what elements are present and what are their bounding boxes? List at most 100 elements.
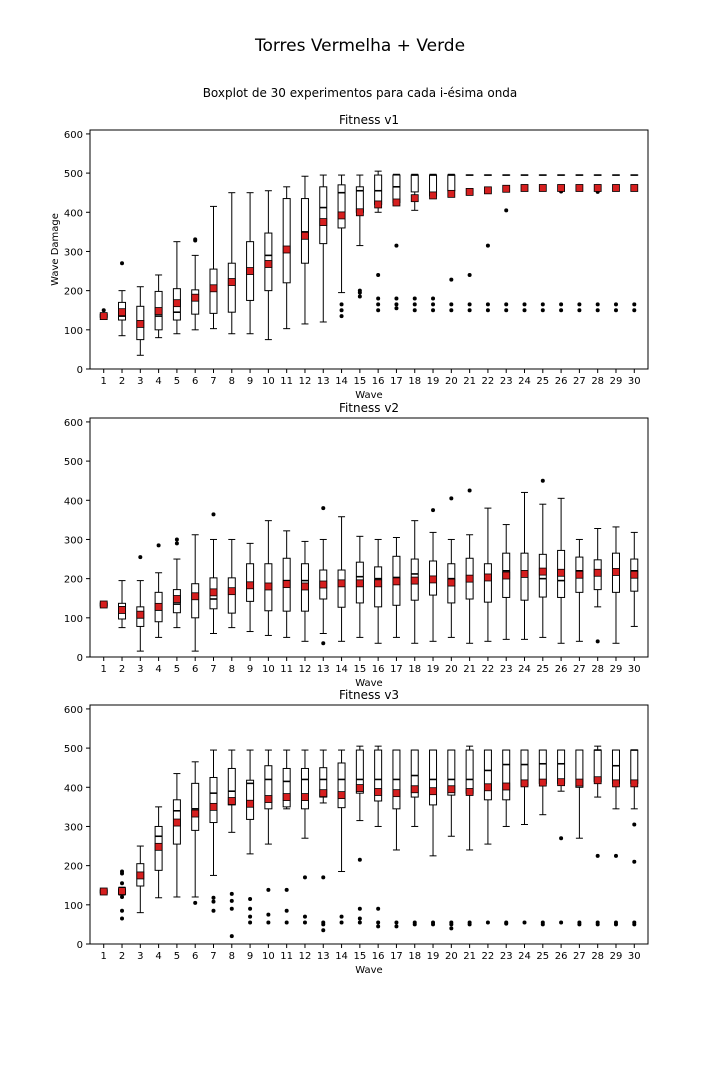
- outlier-point: [431, 508, 436, 513]
- outlier-point: [559, 836, 564, 841]
- outlier-point: [449, 926, 454, 931]
- x-tick-label: 11: [280, 376, 293, 387]
- box-wave-16: [374, 745, 383, 929]
- y-tick-label: 0: [77, 653, 83, 664]
- mean-marker: [246, 581, 254, 590]
- mean-marker: [355, 579, 364, 588]
- outlier-point: [412, 308, 417, 313]
- mean-marker: [612, 568, 620, 576]
- outlier-point: [339, 314, 344, 319]
- x-tick-label: 2: [119, 951, 125, 962]
- x-tick-label: 3: [137, 376, 143, 387]
- box-wave-5: [172, 773, 181, 898]
- mean-marker: [575, 778, 584, 787]
- outlier-point: [284, 920, 289, 925]
- outlier-point: [376, 272, 381, 277]
- mean-marker: [593, 184, 602, 192]
- outlier-point: [449, 308, 454, 313]
- box-iqr: [191, 289, 200, 315]
- box-wave-24: [520, 491, 529, 640]
- box-wave-23: [502, 174, 511, 313]
- box-wave-4: [154, 274, 163, 339]
- box-iqr: [392, 174, 401, 203]
- outlier-point: [138, 555, 143, 560]
- outlier-point: [120, 261, 125, 266]
- outlier-point: [632, 822, 637, 827]
- box-wave-23: [502, 524, 511, 640]
- box-wave-24: [520, 174, 529, 313]
- outlier-point: [193, 237, 198, 242]
- mean-marker: [191, 293, 200, 302]
- box-iqr: [319, 186, 328, 245]
- box-wave-12: [300, 175, 309, 325]
- x-axis-label: Wave: [355, 965, 382, 976]
- box-wave-15: [355, 535, 364, 638]
- mean-marker: [319, 218, 328, 226]
- box-wave-17: [392, 173, 401, 311]
- box-iqr: [465, 749, 474, 794]
- x-tick-label: 17: [390, 664, 403, 675]
- box-wave-27: [575, 749, 584, 927]
- outlier-point: [321, 875, 326, 880]
- outlier-point: [485, 243, 490, 248]
- x-tick-label: 22: [482, 664, 495, 675]
- box-iqr: [483, 749, 492, 801]
- box-wave-3: [136, 286, 145, 356]
- x-tick-label: 14: [335, 376, 348, 387]
- mean-marker: [538, 184, 547, 192]
- mean-marker: [502, 184, 511, 193]
- mean-marker: [118, 308, 126, 317]
- outlier-point: [595, 308, 600, 313]
- y-tick-label: 200: [64, 862, 83, 873]
- x-tick-label: 22: [482, 951, 495, 962]
- x-tick-label: 28: [591, 951, 604, 962]
- x-tick-label: 1: [101, 951, 107, 962]
- box-wave-2: [118, 580, 127, 629]
- box-iqr: [447, 749, 456, 796]
- outlier-point: [394, 302, 399, 307]
- outlier-point: [449, 302, 454, 307]
- box-wave-24: [520, 749, 529, 925]
- x-tick-label: 9: [247, 376, 253, 387]
- x-tick-label: 8: [229, 664, 235, 675]
- outlier-point: [339, 914, 344, 919]
- outlier-point: [485, 308, 490, 313]
- outlier-point: [266, 912, 271, 917]
- mean-marker: [154, 842, 163, 851]
- mean-marker: [337, 791, 346, 800]
- outlier-point: [120, 916, 125, 921]
- x-axis-label: Wave: [355, 678, 382, 689]
- x-tick-label: 5: [174, 376, 180, 387]
- box-wave-22: [483, 507, 492, 642]
- box-wave-23: [502, 749, 511, 926]
- outlier-point: [376, 296, 381, 301]
- outlier-point: [449, 496, 454, 501]
- x-tick-label: 15: [353, 951, 366, 962]
- x-axis-label: Wave: [355, 390, 382, 401]
- x-tick-label: 7: [210, 951, 216, 962]
- mean-marker: [392, 789, 401, 798]
- outlier-point: [394, 243, 399, 248]
- x-tick-label: 10: [262, 951, 275, 962]
- outlier-point: [376, 308, 381, 313]
- outlier-point: [339, 920, 344, 925]
- mean-marker: [154, 602, 163, 611]
- outlier-point: [467, 308, 472, 313]
- x-tick-label: 29: [610, 951, 623, 962]
- x-tick-label: 5: [174, 664, 180, 675]
- outlier-point: [394, 924, 399, 929]
- box-iqr: [209, 776, 218, 824]
- mean-marker: [392, 198, 401, 207]
- x-tick-label: 26: [555, 376, 568, 387]
- box-wave-12: [300, 540, 309, 642]
- outlier-point: [284, 887, 289, 892]
- x-tick-label: 8: [229, 951, 235, 962]
- mean-marker: [557, 568, 565, 577]
- box-wave-11: [282, 749, 291, 925]
- outlier-point: [229, 898, 234, 903]
- outlier-point: [595, 302, 600, 307]
- box-wave-28: [593, 527, 602, 644]
- box-wave-14: [337, 749, 346, 925]
- outlier-point: [211, 899, 216, 904]
- box-wave-28: [593, 745, 602, 927]
